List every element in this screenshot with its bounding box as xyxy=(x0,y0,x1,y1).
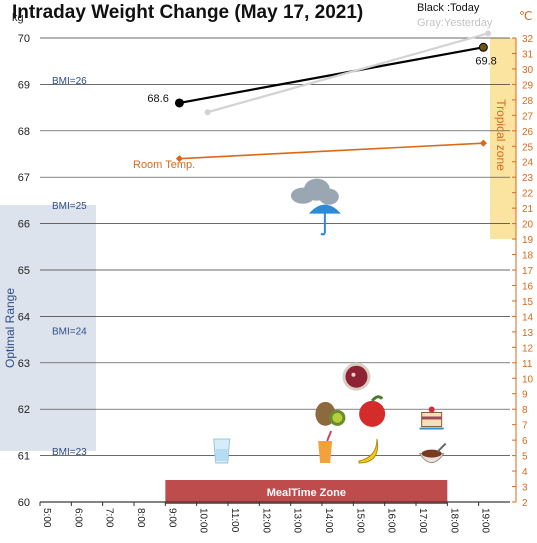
right-tick-label: 12 xyxy=(522,343,534,354)
legend-today: Black :Today xyxy=(417,2,480,14)
data-point xyxy=(204,109,211,116)
right-tick-label: 26 xyxy=(522,127,534,138)
data-point xyxy=(479,139,487,147)
right-tick-label: 7 xyxy=(522,421,528,432)
right-tick-label: 13 xyxy=(522,328,534,339)
juice-icon xyxy=(318,430,333,463)
kiwi-icon xyxy=(315,401,346,426)
y-tick-label: 70 xyxy=(18,33,30,45)
x-tick-label: 16:00 xyxy=(386,508,397,533)
y-tick-label: 63 xyxy=(18,358,30,370)
right-tick-label: 10 xyxy=(522,374,534,385)
right-tick-label: 15 xyxy=(522,297,534,308)
right-tick-label: 23 xyxy=(522,173,534,184)
right-tick-label: 11 xyxy=(522,359,533,370)
right-tick-label: 5 xyxy=(522,452,528,463)
legend-yesterday: Gray:Yesterday xyxy=(417,17,493,29)
meal-time-band xyxy=(165,480,448,504)
beet-soup-icon xyxy=(342,362,371,391)
cloud-umbrella-icon xyxy=(290,178,341,236)
right-tick-label: 6 xyxy=(522,436,528,447)
cake-icon xyxy=(419,406,444,430)
y-tick-label: 65 xyxy=(18,265,30,277)
x-tick-label: 15:00 xyxy=(354,508,365,533)
room-temp-label: Room Temp. xyxy=(133,159,195,171)
optimal-range-label: Optimal Range xyxy=(3,288,17,368)
y-tick-label: 66 xyxy=(18,219,30,231)
x-tick-label: 14:00 xyxy=(323,508,334,533)
right-tick-label: 16 xyxy=(522,281,534,292)
right-tick-label: 8 xyxy=(522,405,528,416)
x-tick-label: 11:00 xyxy=(229,508,240,533)
left-axis-unit: kg xyxy=(12,12,24,24)
data-point xyxy=(174,98,184,108)
right-tick-label: 25 xyxy=(522,142,534,153)
right-tick-label: 24 xyxy=(522,158,534,169)
series-line-yesterday xyxy=(207,32,489,114)
soup-bowl-icon xyxy=(418,442,447,464)
x-tick-label: 18:00 xyxy=(448,508,459,533)
x-tick-label: 17:00 xyxy=(417,508,428,533)
data-point xyxy=(175,155,183,163)
right-tick-label: 29 xyxy=(522,80,534,91)
banana-icon xyxy=(358,438,379,464)
right-tick-label: 19 xyxy=(522,235,534,246)
y-tick-label: 69 xyxy=(18,79,30,91)
right-tick-label: 9 xyxy=(522,390,528,401)
right-tick-label: 28 xyxy=(522,96,534,107)
right-tick-label: 17 xyxy=(522,266,534,277)
y-tick-label: 61 xyxy=(18,451,30,463)
y-tick-label: 68 xyxy=(18,126,30,138)
meal-time-label: MealTime Zone xyxy=(267,487,346,499)
bmi-label: BMI=24 xyxy=(52,326,87,337)
tropical-zone-band xyxy=(490,38,516,240)
data-point xyxy=(478,42,488,52)
right-tick-label: 27 xyxy=(522,111,534,122)
water-glass-icon xyxy=(213,438,231,464)
apple-icon xyxy=(359,395,386,427)
data-point xyxy=(485,30,492,37)
right-tick-label: 14 xyxy=(522,312,534,323)
x-tick-label: 9:00 xyxy=(166,508,177,528)
x-tick-label: 7:00 xyxy=(104,508,115,528)
x-tick-label: 10:00 xyxy=(198,508,209,533)
x-tick-label: 5:00 xyxy=(41,508,52,528)
data-label: 68.6 xyxy=(147,93,168,105)
optimal-range-band xyxy=(0,205,96,451)
x-tick-label: 8:00 xyxy=(135,508,146,528)
bmi-label: BMI=25 xyxy=(52,201,87,212)
series-line-room-temp- xyxy=(179,142,484,160)
right-tick-label: 22 xyxy=(522,189,534,200)
right-tick-label: 20 xyxy=(522,220,534,231)
y-tick-label: 62 xyxy=(18,404,30,416)
right-tick-label: 2 xyxy=(522,498,528,509)
right-tick-label: 4 xyxy=(522,467,528,478)
right-axis-unit: ℃ xyxy=(519,9,532,23)
right-tick-label: 32 xyxy=(522,34,534,45)
y-tick-label: 64 xyxy=(18,311,30,323)
right-tick-label: 30 xyxy=(522,65,534,76)
x-tick-label: 19:00 xyxy=(480,508,491,533)
chart-title: Intraday Weight Change (May 17, 2021) xyxy=(12,2,363,23)
x-tick-label: 13:00 xyxy=(292,508,303,533)
right-tick-label: 31 xyxy=(522,49,534,60)
bmi-label: BMI=23 xyxy=(52,447,87,458)
right-tick-label: 18 xyxy=(522,251,534,262)
y-tick-label: 60 xyxy=(18,497,30,509)
data-label: 69.8 xyxy=(475,55,496,67)
tropical-zone-label: Tropical zone xyxy=(494,99,508,171)
x-tick-label: 12:00 xyxy=(260,508,271,533)
y-tick-label: 67 xyxy=(18,172,30,184)
series-line-today xyxy=(179,46,484,105)
right-tick-label: 21 xyxy=(522,204,534,215)
right-tick-label: 3 xyxy=(522,483,528,494)
bmi-label: BMI=26 xyxy=(52,76,87,87)
x-tick-label: 6:00 xyxy=(72,508,83,528)
